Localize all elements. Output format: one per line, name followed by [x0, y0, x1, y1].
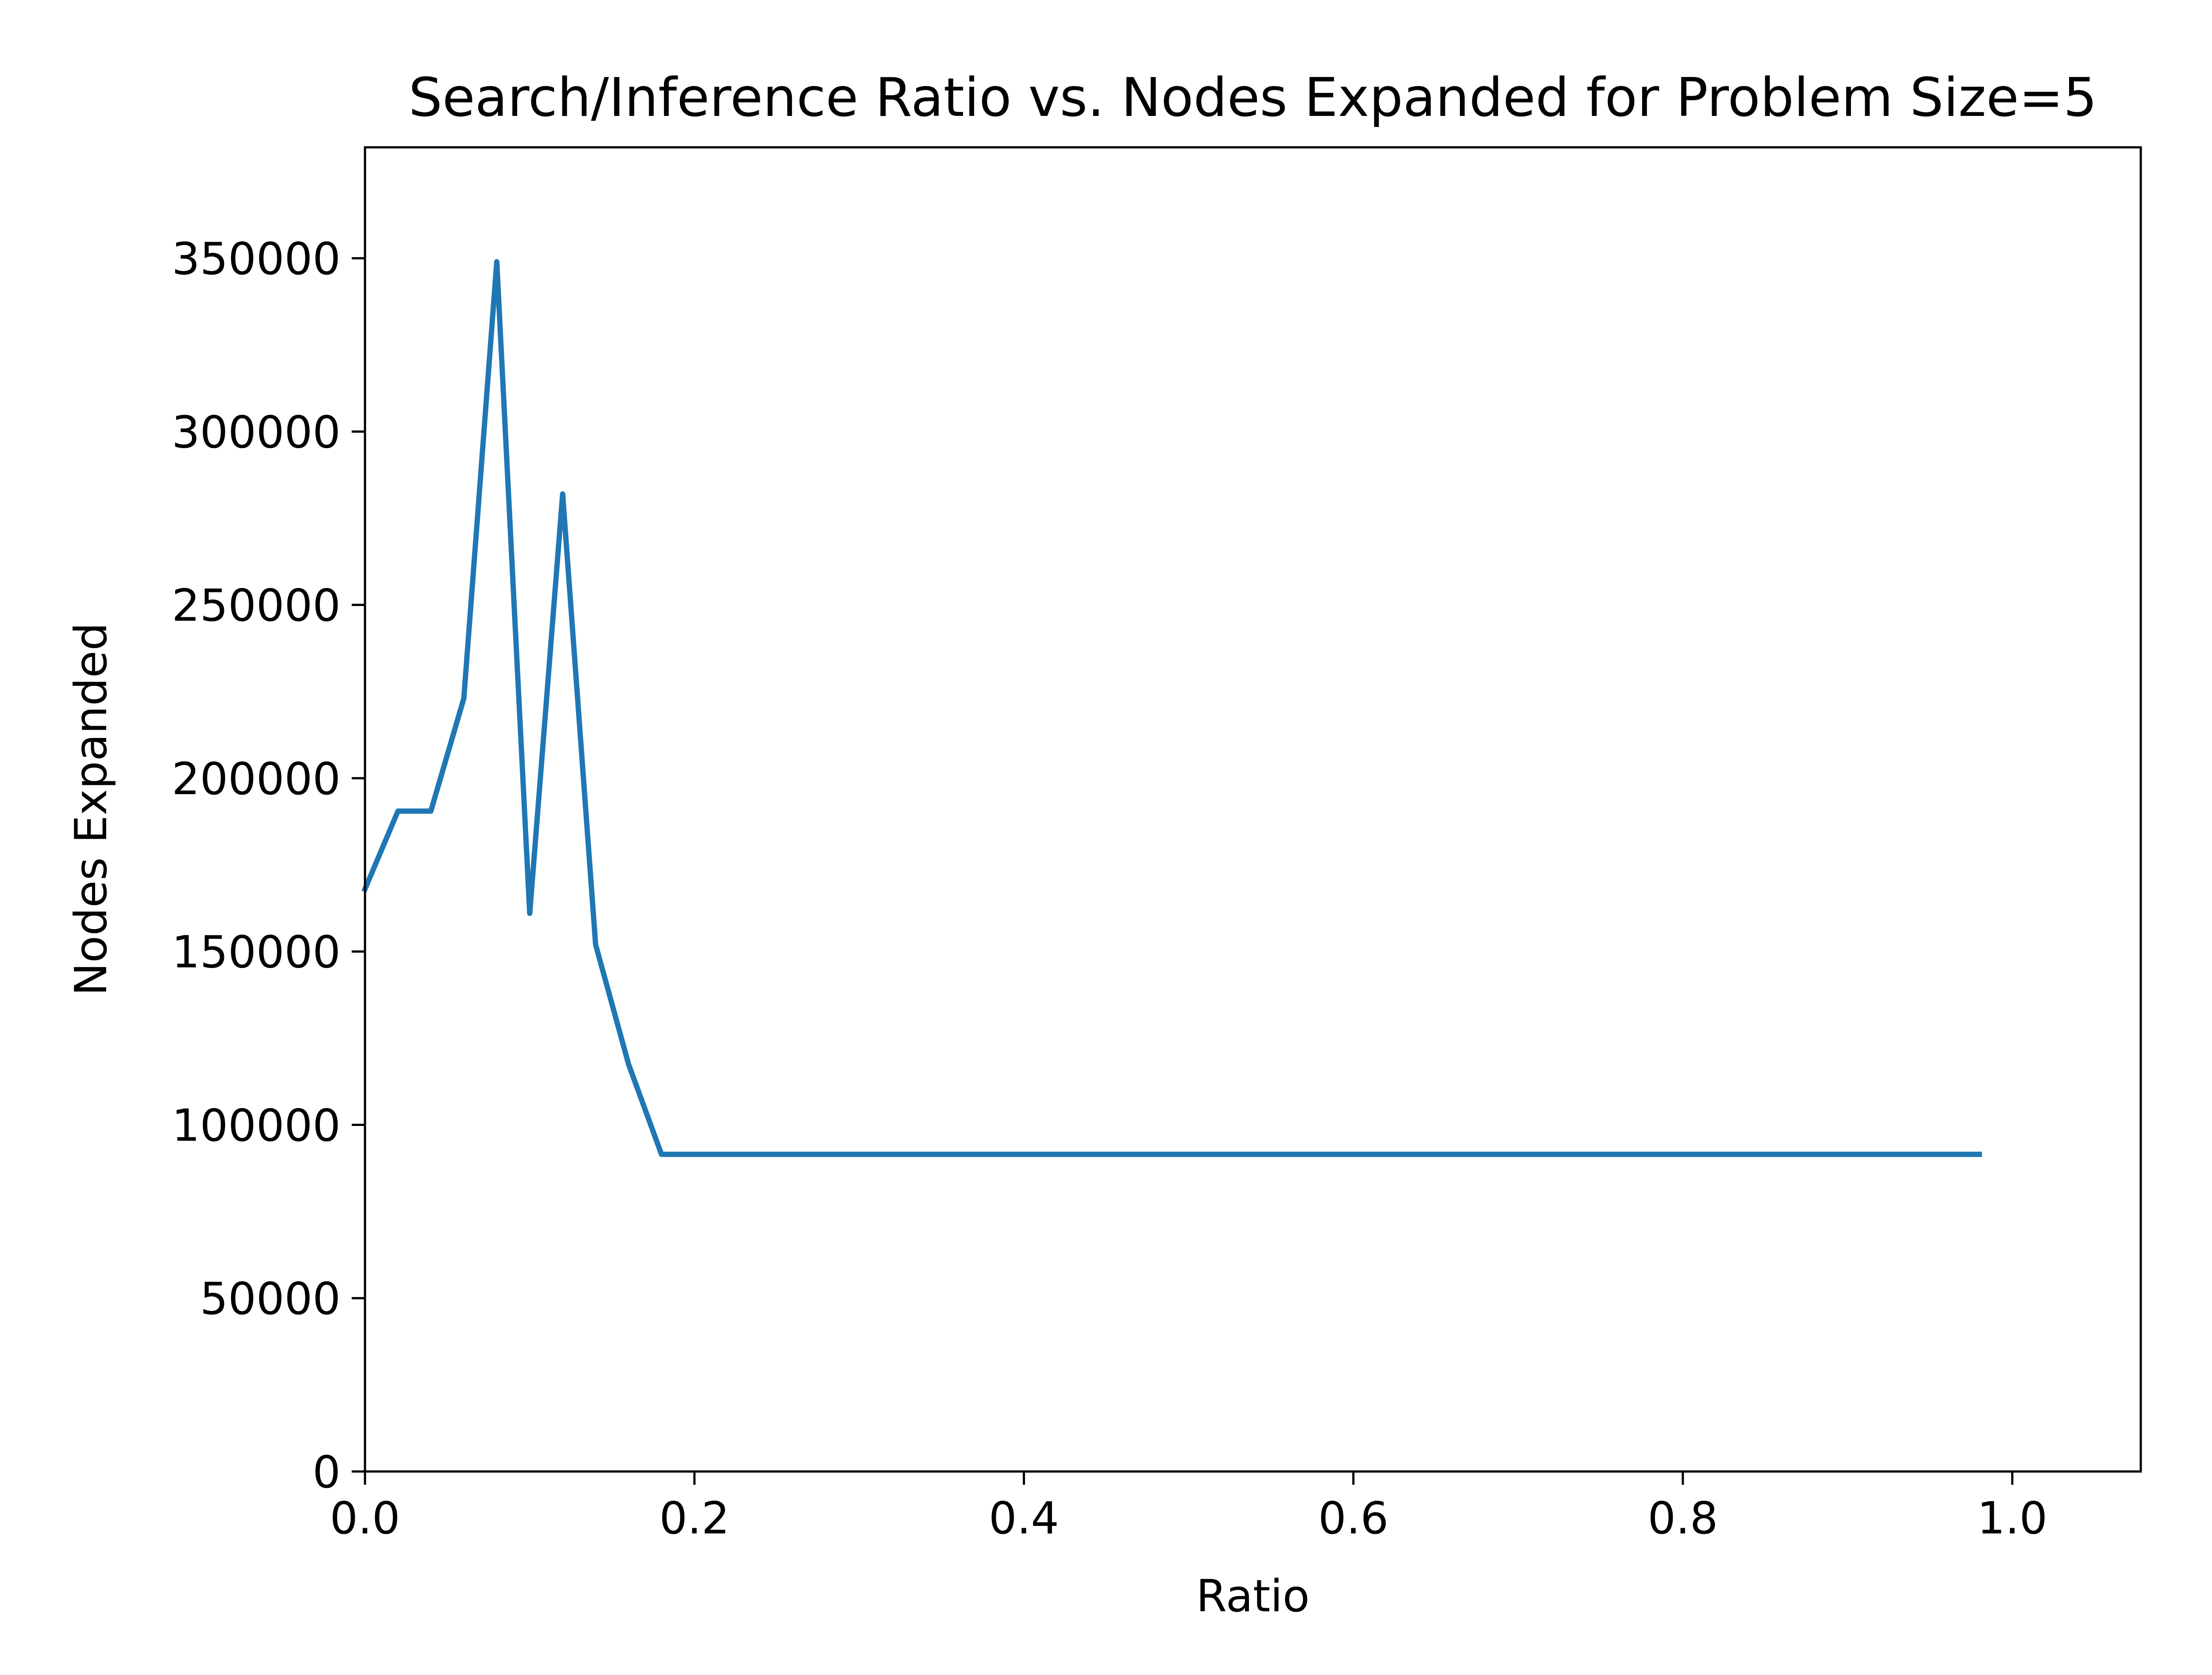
y-tick-label: 200000 — [172, 753, 341, 805]
x-axis-label: Ratio — [1196, 1570, 1310, 1622]
data-point — [1979, 1154, 1980, 1155]
data-point — [1221, 1154, 1222, 1155]
data-point — [1485, 1154, 1486, 1155]
ticks-layer: 0.0 0.2 0.4 0.6 0.8 1.0 0 50000 100000 150000 2000… — [172, 233, 2047, 1544]
x-tick-label: 0.8 — [1647, 1492, 1718, 1544]
data-point — [694, 1154, 695, 1155]
data-point — [1880, 1154, 1881, 1155]
data-point — [1287, 1154, 1288, 1155]
y-tick-label: 250000 — [172, 580, 341, 631]
data-point — [1122, 1154, 1123, 1155]
series-line-0 — [361, 259, 1982, 1157]
data-point — [496, 261, 497, 262]
data-point — [1682, 1154, 1683, 1155]
data-point — [1946, 1154, 1947, 1155]
x-tick-label: 0.0 — [330, 1492, 400, 1544]
data-point — [661, 1154, 662, 1155]
y-tick-label: 350000 — [172, 233, 341, 285]
y-tick-label: 50000 — [200, 1273, 341, 1325]
data-point — [1188, 1154, 1189, 1155]
x-tick-label: 1.0 — [1977, 1492, 2047, 1544]
series-layer — [361, 259, 1982, 1157]
x-tick-label: 0.4 — [989, 1492, 1059, 1544]
y-tick-label: 0 — [312, 1446, 341, 1498]
data-point — [925, 1154, 926, 1155]
y-tick-label: 150000 — [172, 926, 341, 978]
data-point — [1748, 1154, 1749, 1155]
data-point — [727, 1154, 728, 1155]
data-point — [1353, 1154, 1354, 1155]
data-point — [1847, 1154, 1848, 1155]
data-point — [859, 1154, 860, 1155]
data-point — [1814, 1154, 1815, 1155]
data-point — [1320, 1154, 1321, 1155]
data-point — [1913, 1154, 1914, 1155]
data-point — [1254, 1154, 1255, 1155]
x-tick-label: 0.2 — [659, 1492, 730, 1544]
chart-title: Search/Inference Ratio vs. Nodes Expande… — [409, 67, 2097, 129]
data-point — [1419, 1154, 1420, 1155]
y-axis-label: Nodes Expanded — [65, 622, 117, 996]
data-point — [793, 1154, 794, 1155]
y-tick-label: 100000 — [172, 1099, 341, 1151]
plot-frame — [364, 146, 2142, 1473]
x-tick-label: 0.6 — [1318, 1492, 1389, 1544]
data-point — [1056, 1154, 1057, 1155]
y-tick-label: 300000 — [172, 406, 341, 458]
